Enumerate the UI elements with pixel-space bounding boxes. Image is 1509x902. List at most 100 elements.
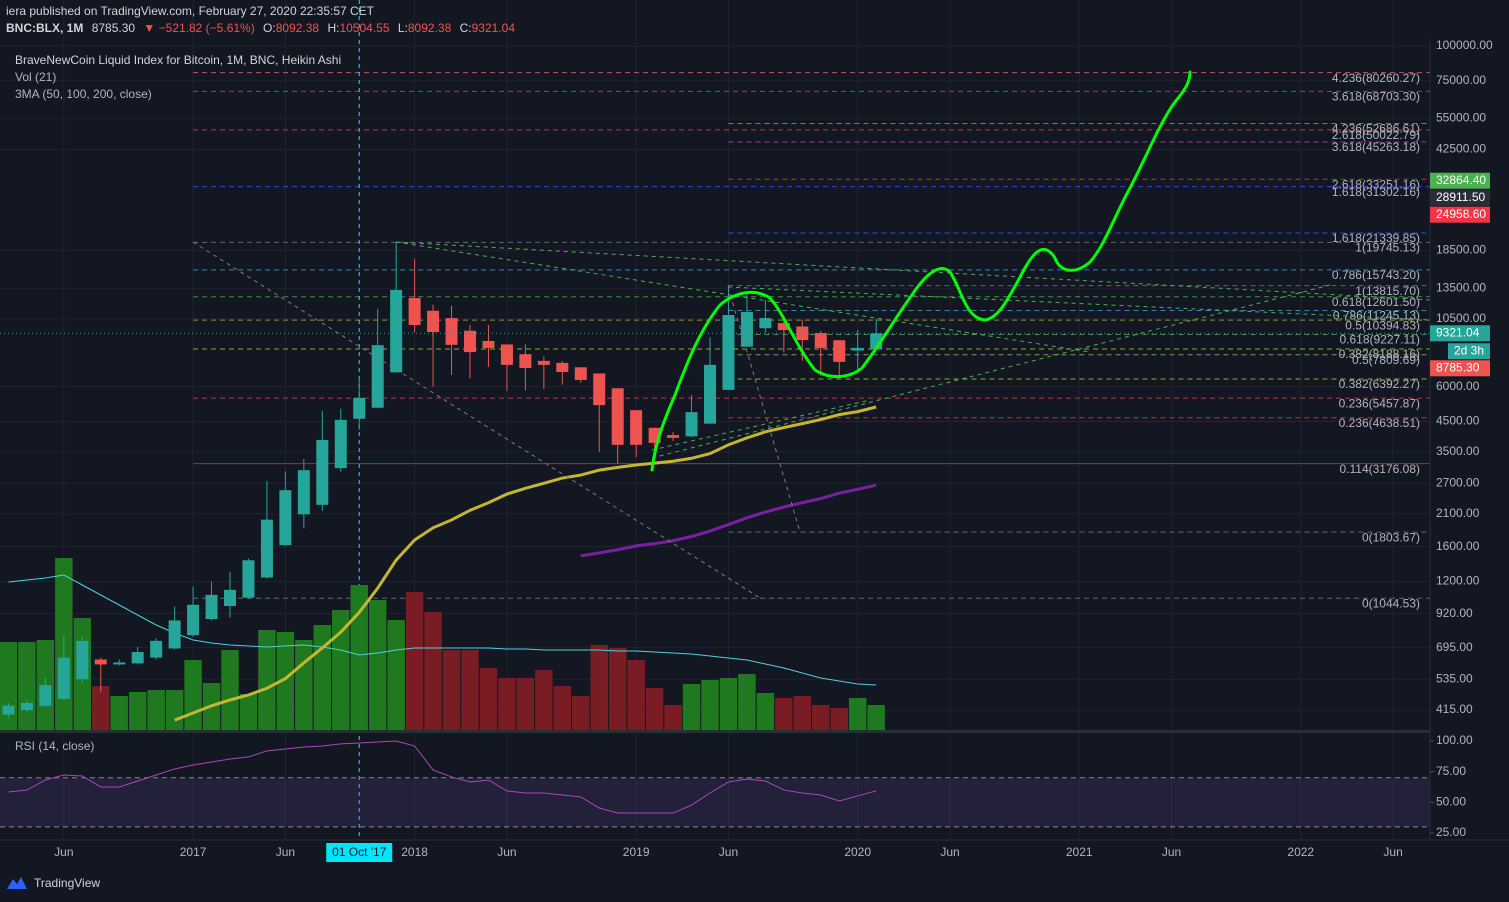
- price-tag: [1430, 360, 1490, 377]
- y-tick-label: 18500.00: [1436, 242, 1486, 256]
- trend-line: [727, 286, 1431, 321]
- fib-label: 1(13815.70): [1355, 284, 1420, 298]
- fib-label: 0.236(4638.51): [1339, 416, 1420, 430]
- legend-ma: 3MA (50, 100, 200, close): [15, 87, 152, 101]
- volume-bar: [147, 690, 165, 730]
- x-tick-label: 2018: [401, 845, 428, 859]
- candle-body: [574, 367, 587, 380]
- candle-body: [168, 620, 181, 649]
- volume-bar: [867, 705, 885, 730]
- x-tick-label: Jun: [276, 845, 295, 859]
- ohlc-value: 8092.38: [408, 21, 452, 35]
- candle-body: [593, 373, 606, 406]
- brand-logo: [7, 877, 27, 889]
- candle-body: [851, 347, 864, 351]
- fib-label: 0.786(15743.20): [1332, 268, 1420, 282]
- volume-ma: [8, 574, 877, 686]
- candle-body: [630, 410, 643, 445]
- fib-label: 1.618(21339.85): [1332, 231, 1420, 245]
- candle-body: [685, 412, 698, 437]
- candle-body: [759, 318, 772, 329]
- x-tick-label: Jun: [1162, 845, 1181, 859]
- candle-body: [150, 640, 163, 658]
- rsi-tick-label: 75.00: [1436, 764, 1466, 778]
- brand: TradingView: [34, 876, 100, 890]
- change: ▼ −521.82 (−5.61%): [143, 21, 254, 35]
- y-tick-label: 10500.00: [1436, 311, 1486, 325]
- countdown-box: [1448, 343, 1490, 360]
- volume-bar: [295, 640, 313, 730]
- x-tick-label: Jun: [940, 845, 959, 859]
- volume-bar: [793, 696, 812, 730]
- x-tick-label: 2022: [1287, 845, 1314, 859]
- fib-label: 0(1044.53): [1362, 596, 1420, 610]
- candle-body: [187, 604, 200, 636]
- candle-body: [2, 705, 15, 715]
- last-price: 8785.30: [92, 21, 136, 35]
- rsi-title: RSI (14, close): [15, 739, 94, 753]
- x-tick-label: Jun: [1383, 845, 1402, 859]
- volume-bar: [350, 585, 368, 730]
- price-tag-label: 32864.40: [1436, 173, 1486, 187]
- fib-label: 3.618(68703.30): [1332, 90, 1420, 104]
- candle-body: [833, 340, 846, 362]
- volume-bar: [553, 686, 572, 730]
- price-tag-label: 8785.30: [1436, 360, 1480, 374]
- y-tick-label: 920.00: [1436, 606, 1473, 620]
- legend-volume: Vol (21): [15, 70, 56, 84]
- x-tick-label: 2017: [180, 845, 207, 859]
- volume-bar: [442, 650, 461, 730]
- candle-body: [76, 640, 89, 680]
- rsi-band: [0, 777, 1430, 827]
- y-tick-label: 100000.00: [1436, 38, 1493, 52]
- y-tick-label: 1200.00: [1436, 574, 1480, 588]
- volume-bar: [756, 693, 775, 730]
- volume-bar: [738, 674, 756, 730]
- candle-body: [279, 490, 292, 546]
- volume-bar: [424, 612, 442, 730]
- volume-bar: [165, 690, 184, 730]
- fib-label: 0.5(10394.83): [1345, 318, 1420, 332]
- candle-body: [556, 362, 569, 373]
- volume-bar: [479, 668, 498, 730]
- volume-bar: [405, 592, 424, 730]
- y-tick-label: 55000.00: [1436, 111, 1486, 125]
- ohlc-value: 8092.38: [276, 21, 320, 35]
- candle-body: [205, 594, 218, 620]
- ohlc-value: 10504.55: [339, 21, 389, 35]
- y-tick-label: 2100.00: [1436, 506, 1480, 520]
- trend-line: [651, 399, 871, 451]
- fib-label: 1.618(31302.16): [1332, 185, 1420, 199]
- trend-line: [395, 241, 1091, 353]
- price-tag-label: 28911.50: [1436, 190, 1485, 204]
- volume-bar: [830, 708, 848, 730]
- ohlc-label: L:: [398, 21, 408, 35]
- y-tick-label: 4500.00: [1436, 414, 1480, 428]
- candle-body: [316, 440, 329, 505]
- candle-body: [704, 364, 716, 424]
- moving-average: [174, 405, 877, 722]
- ohlc-label: H:: [327, 21, 339, 35]
- volume-bar: [276, 632, 295, 730]
- volume-bar: [572, 696, 590, 730]
- candle-body: [777, 323, 790, 331]
- volume-bar: [184, 660, 202, 730]
- candle-body: [94, 659, 107, 665]
- volume-bar: [239, 694, 258, 730]
- candle-body: [39, 685, 52, 706]
- hand-drawn-projection: [650, 70, 1192, 472]
- y-tick-label: 2700.00: [1436, 475, 1480, 489]
- trend-line: [727, 286, 801, 533]
- candle-body: [334, 419, 347, 469]
- volume-bar: [682, 684, 701, 730]
- crosshair-label: 01 Oct '17: [332, 845, 387, 859]
- price-tag: [1430, 189, 1490, 206]
- candle-body: [519, 354, 532, 368]
- y-tick-label: 535.00: [1436, 671, 1473, 685]
- volume-bar: [775, 698, 793, 730]
- candle-body: [371, 345, 384, 408]
- candle-body: [667, 435, 680, 438]
- rsi-tick-label: 25.00: [1436, 825, 1466, 839]
- price-tag: [1430, 206, 1490, 223]
